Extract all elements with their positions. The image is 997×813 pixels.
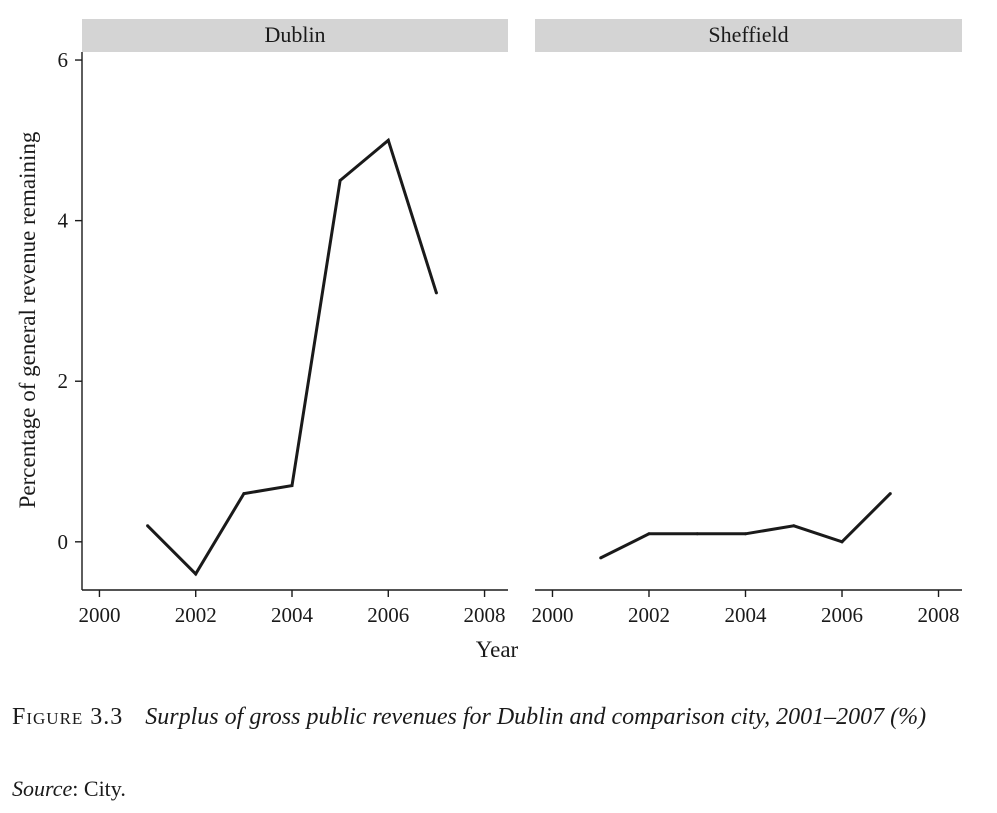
y-tick-label-0: 0 (58, 530, 69, 554)
data-point-sheffield-2002 (647, 532, 651, 536)
source-note: Source: City. (12, 776, 126, 802)
chart-panels: Dublin 2000 2002 2004 2006 2008 0 2 4 6 Sheffield 2… (58, 19, 962, 627)
source-label: Source (12, 776, 73, 801)
panel-strip-sheffield (535, 19, 962, 52)
y-tick-label-2: 2 (58, 369, 69, 393)
y-tick-label-4: 4 (58, 209, 69, 233)
panel-title-dublin: Dublin (264, 22, 325, 47)
panel-title-sheffield: Sheffield (708, 22, 788, 47)
x-tick-label-dublin-2000: 2000 (78, 603, 120, 627)
data-point-dublin-2001 (146, 524, 150, 528)
x-tick-label-sheffield-2004: 2004 (725, 603, 768, 627)
data-point-sheffield-2003 (695, 532, 699, 536)
y-tick-label-6: 6 (58, 48, 69, 72)
x-tick-label-dublin-2006: 2006 (367, 603, 409, 627)
data-point-sheffield-2004 (744, 532, 747, 536)
panel-dublin: Dublin 2000 2002 2004 2006 2008 0 2 4 6 (58, 19, 508, 627)
series-line-dublin (146, 137, 438, 577)
x-tick-label-sheffield-2006: 2006 (821, 603, 863, 627)
source-text: : City. (72, 776, 126, 801)
figure-label: Figure 3.3 (12, 704, 124, 730)
data-point-sheffield-2005 (792, 524, 796, 528)
x-tick-label-sheffield-2000: 2000 (531, 603, 573, 627)
faceted-line-chart: Dublin 2000 2002 2004 2006 2008 0 2 4 6 Sheffield 2… (15, 19, 962, 662)
data-point-sheffield-2006 (840, 540, 844, 544)
data-point-sheffield-2007 (888, 492, 892, 496)
data-point-dublin-2007 (434, 291, 438, 295)
panel-strip-dublin (82, 19, 508, 52)
x-tick-label-sheffield-2008: 2008 (918, 603, 960, 627)
x-tick-label-sheffield-2002: 2002 (628, 603, 670, 627)
series-line-sheffield (600, 492, 892, 560)
x-tick-label-dublin-2002: 2002 (175, 603, 217, 627)
data-point-dublin-2004 (290, 484, 294, 488)
data-point-dublin-2002 (194, 572, 198, 576)
figure-caption: Figure 3.3 Surplus of gross public revenu… (12, 700, 972, 734)
panel-sheffield: Sheffield 2000 2002 2004 2006 2008 (531, 19, 962, 627)
y-axis-label: Percentage of general revenue remaining (15, 131, 40, 508)
data-point-sheffield-2001 (599, 556, 603, 560)
x-tick-label-dublin-2004: 2004 (271, 603, 314, 627)
data-point-dublin-2005 (338, 178, 342, 182)
figure-caption-text: Surplus of gross public revenues for Dub… (145, 704, 927, 730)
x-tick-label-dublin-2008: 2008 (464, 603, 506, 627)
x-axis-label: Year (476, 637, 519, 662)
data-point-dublin-2006 (386, 138, 390, 142)
data-point-dublin-2003 (242, 492, 246, 496)
